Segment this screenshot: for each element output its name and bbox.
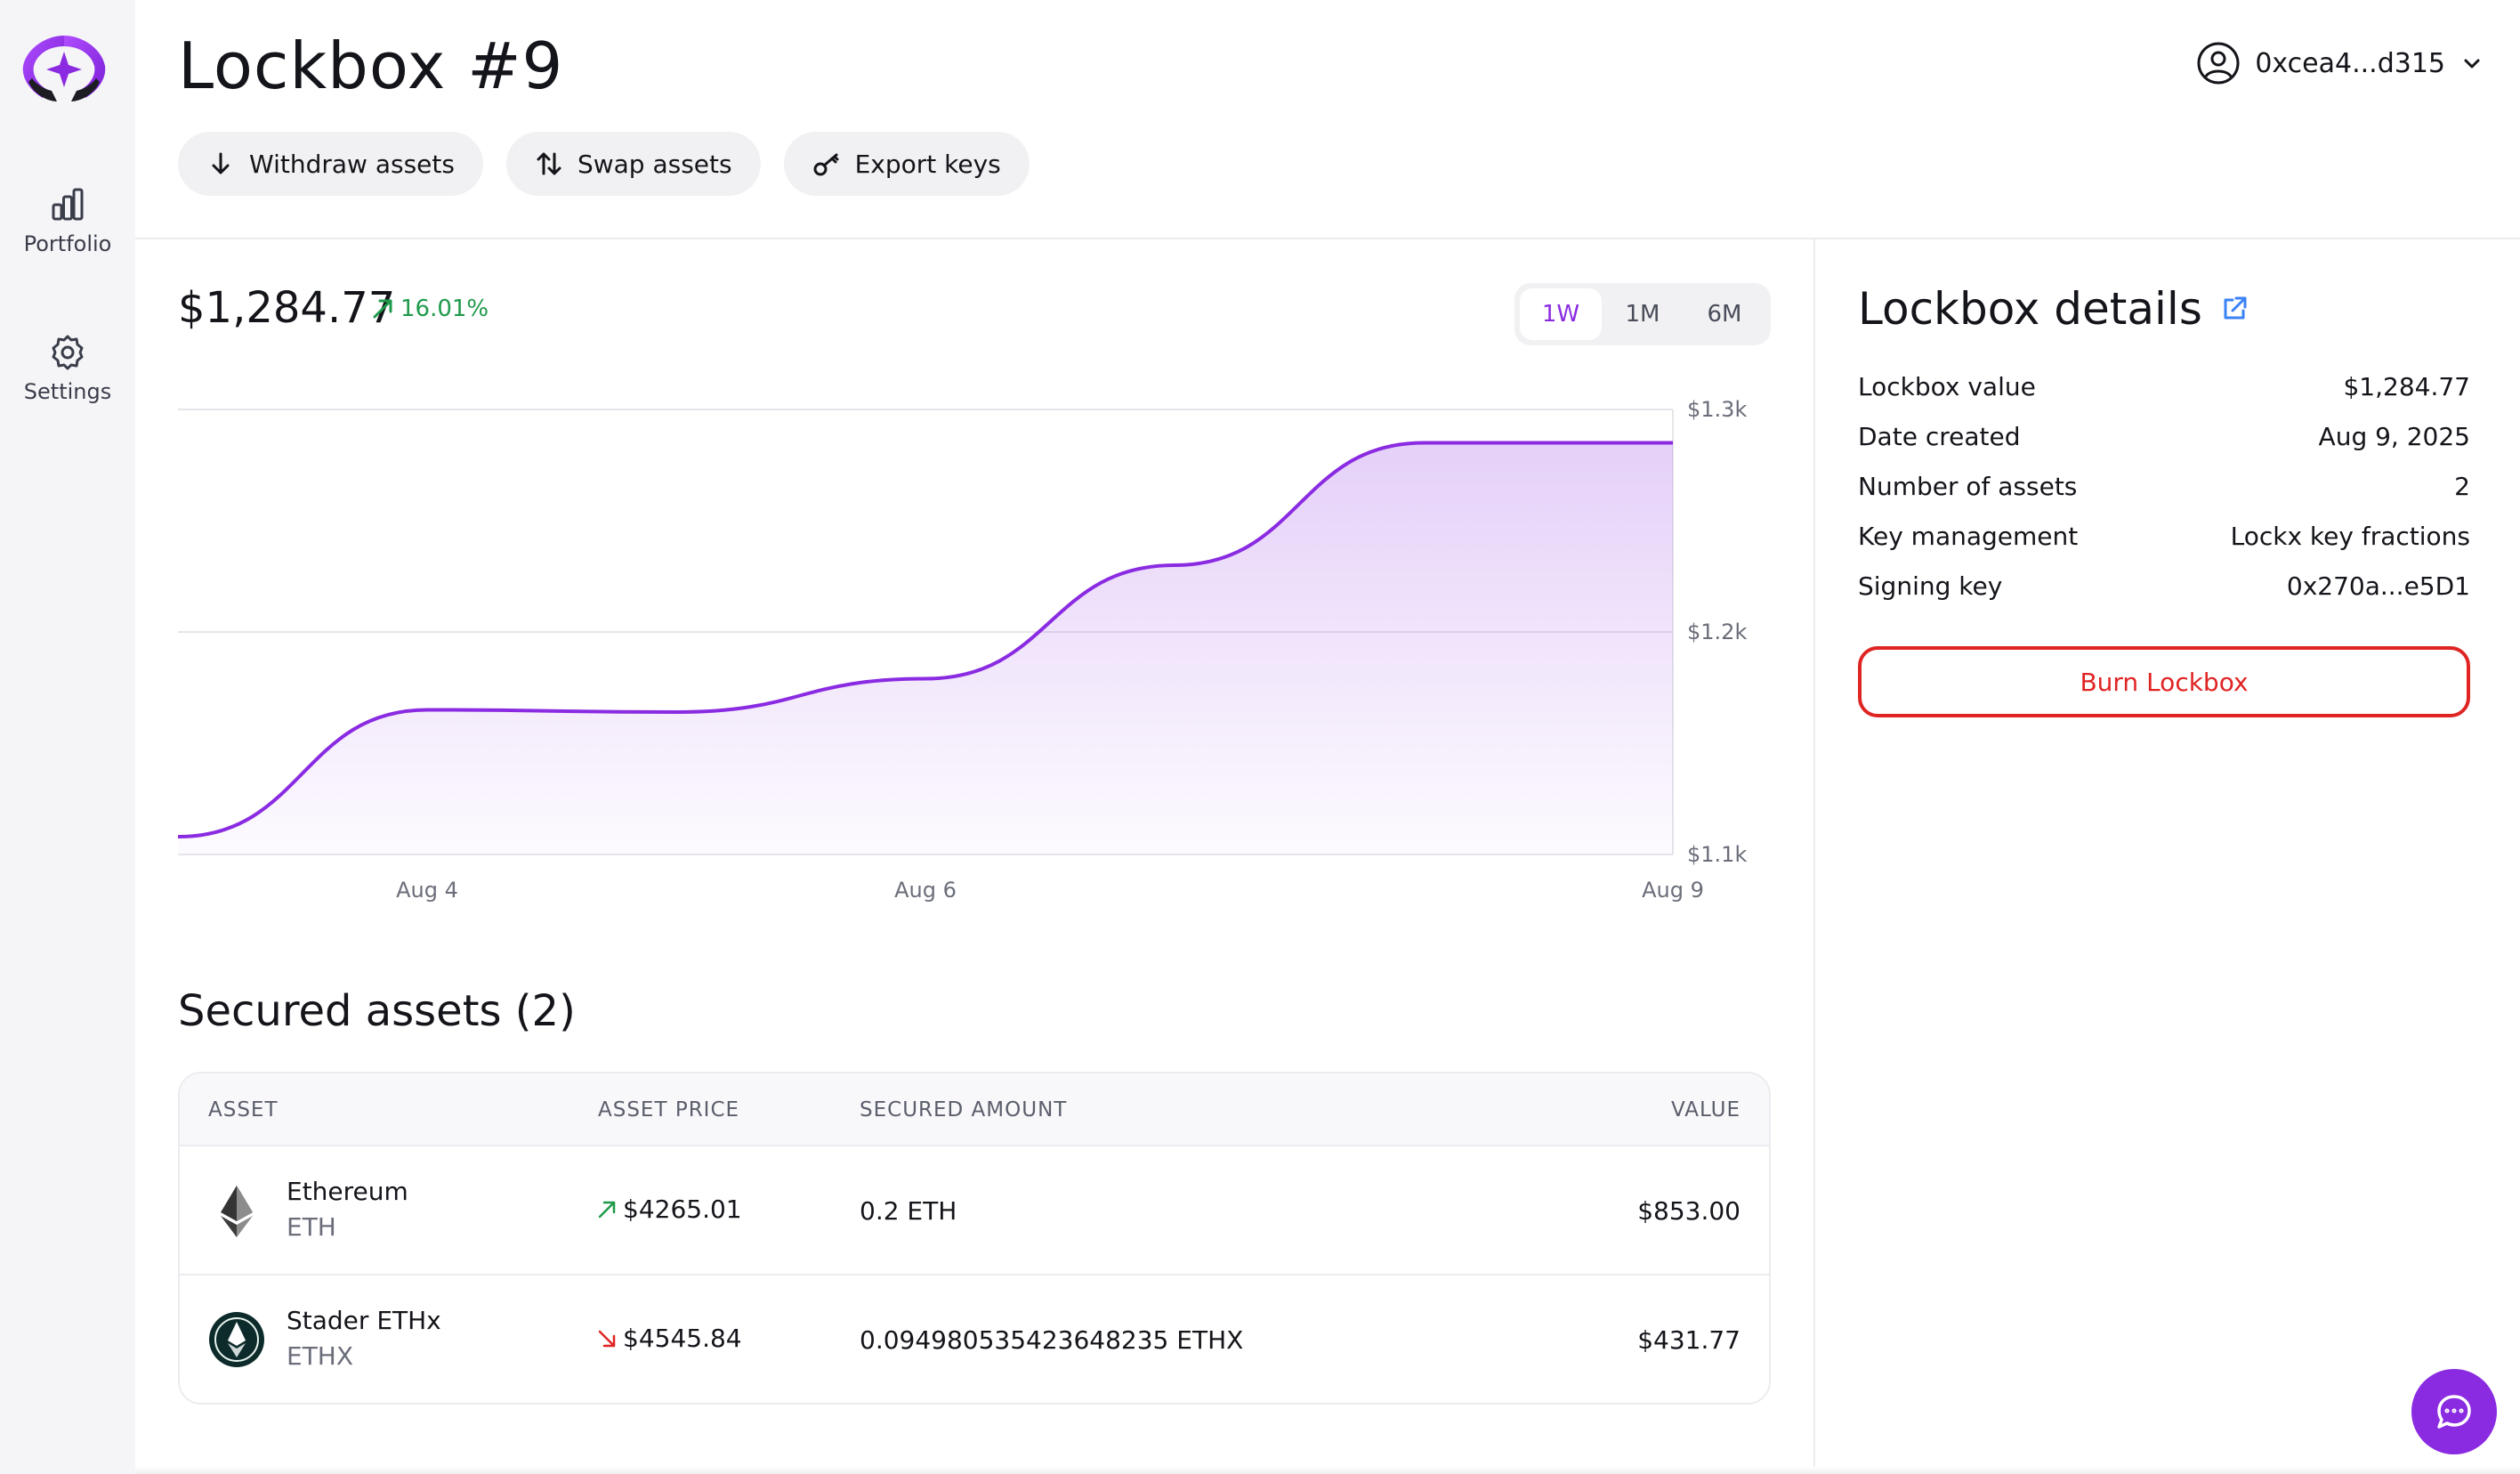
- series-line: [178, 441, 1673, 838]
- column-header-price: ASSET PRICE: [598, 1098, 740, 1122]
- export-keys-label: Export keys: [854, 149, 1001, 179]
- withdraw-assets-button[interactable]: Withdraw assets: [178, 132, 483, 196]
- table-row[interactable]: Ethereum ETH $4265.01 0.2 ETH $853.00: [180, 1146, 1769, 1276]
- detail-label: Key management: [1858, 522, 2079, 551]
- swap-arrows-icon: [537, 152, 561, 175]
- portfolio-balance: $1,284.77: [178, 283, 396, 333]
- stader-ethx-icon: [209, 1312, 264, 1367]
- x-tick-label: Aug 4: [396, 878, 458, 903]
- page-title: Lockbox #9: [178, 28, 564, 103]
- detail-value: Aug 9, 2025: [2318, 422, 2470, 451]
- detail-label: Date created: [1858, 422, 2021, 451]
- y-tick-label: $1.2k: [1687, 620, 1747, 644]
- asset-price-value: $4265.01: [623, 1195, 742, 1224]
- balance-change-value: 16.01%: [400, 296, 489, 322]
- column-header-asset: ASSET: [208, 1098, 279, 1122]
- bottom-fade: [135, 1467, 2520, 1474]
- detail-row: Date created Aug 9, 2025: [1858, 417, 2470, 466]
- detail-value: 0x270a...e5D1: [2286, 571, 2470, 601]
- table-row[interactable]: Stader ETHx ETHX $4545.84 0.094980535423…: [180, 1276, 1769, 1403]
- detail-row: Signing key 0x270a...e5D1: [1858, 566, 2470, 616]
- asset-price-value: $4545.84: [623, 1324, 742, 1353]
- detail-value: 2: [2454, 472, 2470, 501]
- y-tick-label: $1.3k: [1687, 397, 1747, 422]
- detail-label: Signing key: [1858, 571, 2003, 601]
- sidebar-item-portfolio[interactable]: Portfolio: [0, 185, 135, 256]
- account-menu[interactable]: 0xcea4...d315: [2196, 41, 2484, 85]
- area-fill: [178, 442, 1673, 854]
- lockbox-details-list: Lockbox value $1,284.77 Date created Aug…: [1858, 367, 2470, 616]
- action-bar: Withdraw assets Swap assets Export keys: [178, 132, 1030, 196]
- detail-label: Number of assets: [1858, 472, 2078, 501]
- column-header-amount: SECURED AMOUNT: [860, 1098, 1068, 1122]
- asset-price: $4545.84: [596, 1324, 742, 1353]
- lockx-logo-icon[interactable]: [20, 32, 109, 103]
- chat-bubble-icon: [2437, 1395, 2471, 1429]
- external-link-icon[interactable]: [2220, 295, 2249, 323]
- swap-assets-button[interactable]: Swap assets: [505, 132, 761, 196]
- table-header: ASSET ASSET PRICE SECURED AMOUNT VALUE: [180, 1073, 1769, 1146]
- user-circle-icon: [2197, 42, 2240, 85]
- detail-row: Key management Lockx key fractions: [1858, 516, 2470, 566]
- secured-assets-title: Secured assets (2): [178, 986, 576, 1036]
- ethereum-icon: [221, 1186, 253, 1237]
- detail-row: Number of assets 2: [1858, 466, 2470, 516]
- burn-lockbox-button[interactable]: Burn Lockbox: [1858, 646, 2470, 717]
- detail-label: Lockbox value: [1858, 372, 2036, 401]
- bar-chart-icon: [52, 188, 84, 221]
- detail-value: Lockx key fractions: [2230, 522, 2470, 551]
- gear-icon: [52, 335, 84, 370]
- sidebar-item-label: Settings: [23, 379, 112, 404]
- asset-value: $853.00: [1637, 1196, 1741, 1226]
- balance-change: 16.01%: [370, 296, 489, 322]
- asset-symbol: ETH: [287, 1212, 336, 1242]
- asset-price: $4265.01: [596, 1195, 742, 1224]
- detail-value: $1,284.77: [2343, 372, 2470, 401]
- detail-row: Lockbox value $1,284.77: [1858, 367, 2470, 417]
- x-tick-label: Aug 9: [1642, 878, 1704, 903]
- x-tick-label: Aug 6: [894, 878, 957, 903]
- column-header-value: VALUE: [1670, 1098, 1741, 1122]
- swap-assets-label: Swap assets: [577, 149, 732, 179]
- header-divider: [135, 238, 2520, 239]
- asset-name: Ethereum: [287, 1177, 408, 1206]
- sidebar: Portfolio Settings: [0, 0, 135, 1474]
- export-keys-button[interactable]: Export keys: [783, 132, 1030, 196]
- chevron-down-icon: [2464, 59, 2480, 69]
- range-tab-1m[interactable]: 1M: [1625, 301, 1660, 328]
- asset-value: $431.77: [1637, 1325, 1741, 1355]
- y-tick-label: $1.1k: [1687, 842, 1747, 867]
- portfolio-chart: $1.3k $1.2k $1.1k Aug 4 Aug 6 Aug 9: [178, 397, 1747, 903]
- sidebar-item-settings[interactable]: Settings: [0, 333, 135, 404]
- withdraw-assets-label: Withdraw assets: [249, 149, 455, 179]
- account-address: 0xcea4...d315: [2255, 47, 2445, 79]
- chat-button[interactable]: [2411, 1369, 2497, 1454]
- sidebar-item-label: Portfolio: [23, 231, 112, 256]
- arrow-down-icon: [212, 152, 230, 174]
- range-tab-1w[interactable]: 1W: [1520, 288, 1602, 340]
- trend-up-icon: [373, 299, 392, 319]
- lockbox-details-heading: Lockbox details: [1858, 283, 2202, 335]
- assets-table: ASSET ASSET PRICE SECURED AMOUNT VALUE E…: [178, 1072, 1771, 1405]
- asset-symbol: ETHX: [287, 1341, 354, 1371]
- trend-up-icon: [598, 1201, 616, 1218]
- lockbox-details-title: Lockbox details: [1858, 283, 2249, 335]
- secured-amount: 0.2 ETH: [860, 1196, 957, 1226]
- trend-down-icon: [598, 1330, 616, 1347]
- time-range-tabs: 1W 1M 6M: [1514, 283, 1771, 345]
- key-icon: [813, 153, 839, 176]
- secured-amount: 0.094980535423648235 ETHX: [860, 1325, 1244, 1355]
- range-tab-6m[interactable]: 6M: [1707, 301, 1742, 328]
- asset-name: Stader ETHx: [287, 1306, 441, 1335]
- column-divider: [1813, 239, 1815, 1474]
